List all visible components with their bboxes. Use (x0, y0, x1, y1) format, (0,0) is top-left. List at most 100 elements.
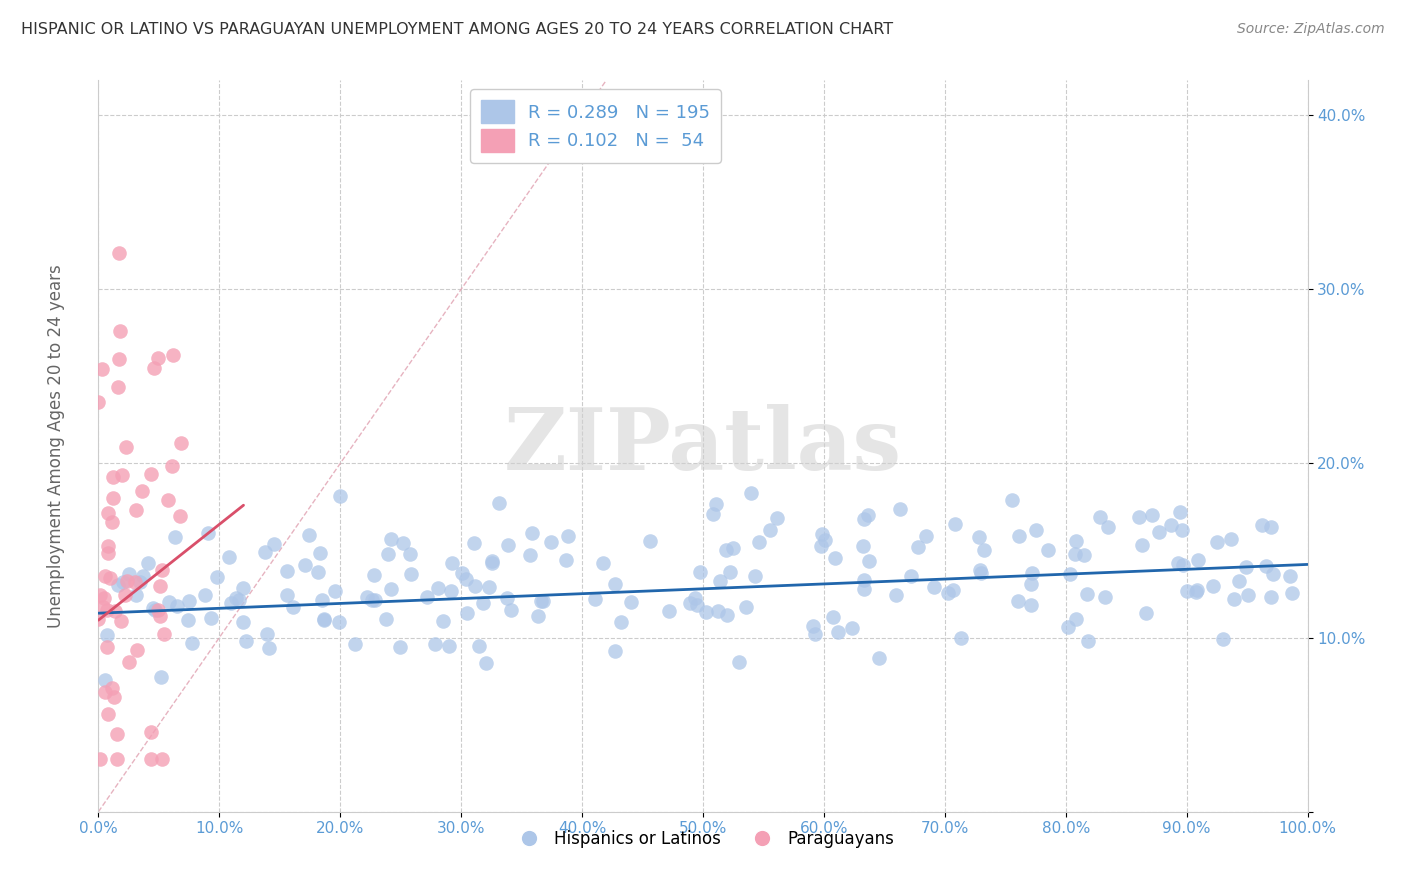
Point (727, 655, 749, 669)
Point (1173, 558, 1195, 572)
Point (1007, 594, 1029, 608)
Point (858, 554, 880, 568)
Point (232, 582, 254, 596)
Point (180, 636, 202, 650)
Point (498, 538, 520, 552)
Text: HISPANIC OR LATINO VS PARAGUAYAN UNEMPLOYMENT AMONG AGES 20 TO 24 YEARS CORRELAT: HISPANIC OR LATINO VS PARAGUAYAN UNEMPLO… (21, 22, 893, 37)
Point (1205, 534, 1227, 549)
Point (1063, 547, 1085, 561)
Point (1057, 620, 1080, 634)
Point (177, 614, 200, 628)
Point (620, 594, 643, 608)
Point (679, 596, 702, 610)
Point (87, 612, 110, 626)
Point (475, 657, 498, 671)
Point (160, 458, 183, 473)
Point (520, 525, 543, 540)
Point (115, 574, 138, 588)
Text: Source: ZipAtlas.com: Source: ZipAtlas.com (1237, 22, 1385, 37)
Point (380, 532, 402, 546)
Point (1021, 566, 1043, 580)
Point (283, 600, 305, 615)
Point (519, 548, 541, 562)
Point (488, 495, 510, 509)
Point (232, 615, 254, 630)
Point (98, 571, 121, 585)
Point (530, 594, 553, 608)
Point (1059, 567, 1081, 582)
Point (96, 627, 118, 641)
Point (152, 563, 174, 577)
Point (96, 640, 118, 655)
Point (821, 609, 844, 624)
Point (499, 603, 522, 617)
Point (527, 609, 550, 624)
Point (1237, 588, 1260, 602)
Point (557, 529, 579, 543)
Point (344, 637, 367, 651)
Point (451, 566, 474, 581)
Point (325, 584, 347, 599)
Point (125, 503, 148, 517)
Point (495, 591, 517, 605)
Point (114, 440, 136, 454)
Text: Unemployment Among Ages 20 to 24 years: Unemployment Among Ages 20 to 24 years (48, 264, 65, 628)
Point (108, 246, 131, 260)
Point (194, 588, 217, 602)
Point (228, 593, 250, 607)
Point (540, 535, 562, 549)
Point (1279, 568, 1302, 582)
Point (103, 491, 125, 505)
Point (555, 553, 578, 567)
Point (811, 526, 834, 541)
Point (97, 707, 120, 722)
Point (94, 568, 117, 582)
Point (142, 360, 165, 375)
Point (89, 752, 111, 766)
Point (93, 685, 115, 699)
Point (1128, 510, 1150, 524)
Point (97, 546, 120, 560)
Point (1170, 505, 1192, 519)
Point (107, 352, 129, 367)
Point (101, 515, 124, 529)
Point (810, 539, 832, 553)
Point (143, 603, 166, 617)
Point (329, 489, 352, 503)
Point (481, 554, 503, 568)
Point (94, 673, 117, 687)
Point (103, 690, 125, 704)
Point (1175, 583, 1198, 598)
Text: ZIPatlas: ZIPatlas (503, 404, 903, 488)
Point (852, 539, 875, 553)
Point (720, 565, 742, 579)
Point (125, 588, 148, 602)
Point (377, 548, 399, 562)
Point (1202, 579, 1225, 593)
Point (307, 566, 329, 580)
Point (437, 639, 460, 653)
Point (401, 566, 423, 581)
Point (91, 600, 114, 615)
Point (142, 601, 165, 615)
Point (704, 497, 727, 511)
Point (922, 580, 945, 594)
Point (1097, 520, 1119, 534)
Point (1281, 585, 1303, 599)
Point (868, 650, 890, 665)
Point (1251, 517, 1274, 532)
Point (740, 486, 762, 500)
Point (1008, 529, 1031, 543)
Point (638, 534, 661, 549)
Point (156, 493, 179, 508)
Point (1263, 567, 1285, 582)
Point (363, 567, 385, 582)
Point (735, 599, 758, 614)
Point (139, 752, 162, 766)
Point (938, 585, 960, 599)
Point (900, 569, 922, 583)
Point (111, 467, 134, 482)
Point (464, 579, 486, 593)
Point (253, 545, 276, 559)
Point (108, 324, 131, 338)
